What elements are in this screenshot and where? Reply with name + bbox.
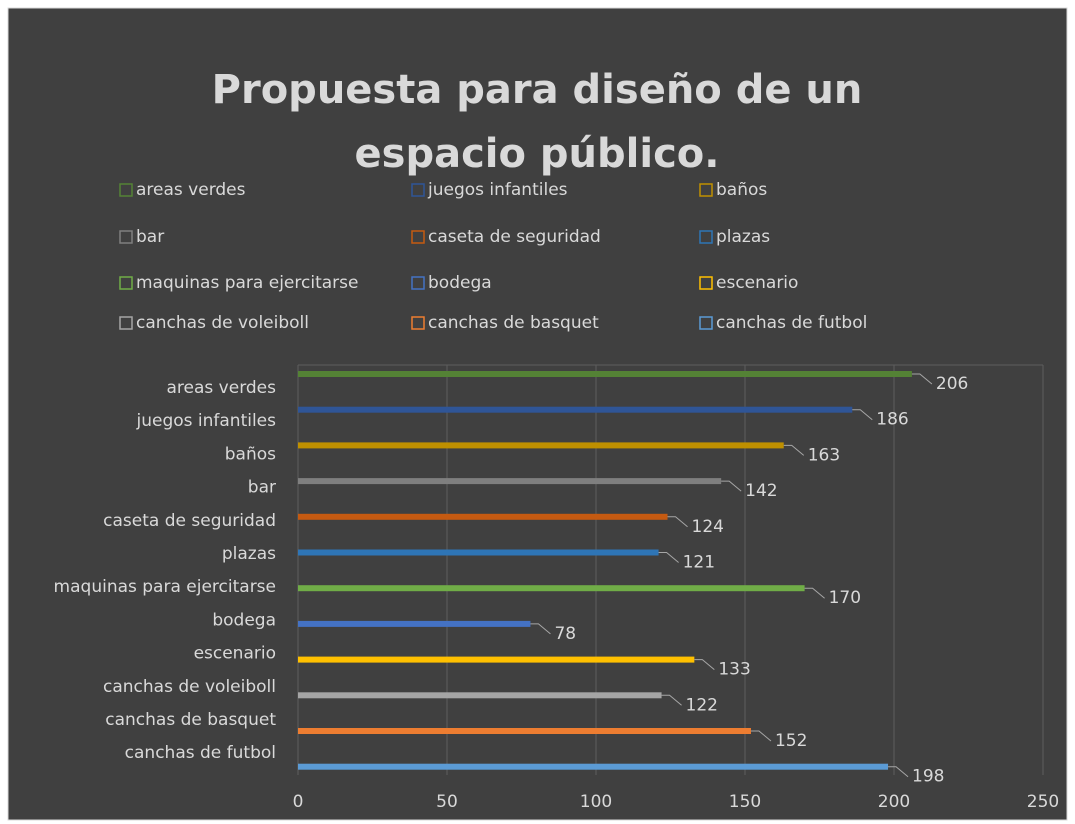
legend-swatch [119, 230, 133, 244]
legend-swatch [411, 230, 425, 244]
data-label: 122 [686, 695, 718, 715]
bar [298, 763, 889, 770]
legend-swatch [411, 276, 425, 290]
leader-line [750, 730, 772, 742]
legend-label: baños [716, 180, 767, 200]
y-tick-label: escenario [194, 644, 276, 664]
legend-swatch [119, 316, 133, 330]
y-tick-label: canchas de futbol [125, 743, 276, 763]
legend-label: maquinas para ejercitarse [136, 273, 358, 293]
data-label: 206 [936, 374, 968, 394]
legend-swatch [119, 183, 133, 197]
x-tick-label: 0 [293, 792, 304, 812]
legend-swatch [699, 183, 713, 197]
legend-label: canchas de basquet [428, 313, 599, 333]
chart-title: Propuesta para diseño de un espacio públ… [211, 67, 863, 177]
bar [298, 478, 722, 485]
legend-swatch [699, 276, 713, 290]
data-label: 163 [808, 445, 840, 465]
bar [298, 620, 531, 627]
legend-swatch [119, 276, 133, 290]
leader-line [530, 623, 551, 635]
legend-label: bar [136, 227, 164, 247]
bar [298, 549, 659, 556]
leader-line [694, 659, 715, 670]
data-label: 198 [912, 767, 944, 787]
data-label: 170 [829, 588, 861, 608]
leader-line [783, 444, 805, 456]
legend-swatch [411, 316, 425, 330]
leader-line [888, 766, 909, 778]
leader-line [658, 552, 679, 563]
data-label: 121 [683, 553, 715, 573]
leader-line [911, 373, 933, 385]
x-tick-label: 150 [729, 792, 761, 812]
x-tick-label: 50 [436, 792, 458, 812]
x-tick-label: 250 [1027, 792, 1059, 812]
data-label: 133 [718, 660, 750, 680]
y-tick-label: areas verdes [167, 378, 277, 398]
chart-bg [7, 7, 1068, 821]
bar [298, 728, 751, 734]
data-label: 78 [554, 624, 576, 644]
legend-swatch [411, 183, 425, 197]
legend-swatch [699, 316, 713, 330]
x-tick-label: 100 [580, 792, 612, 812]
leader-line [667, 516, 688, 528]
y-tick-label: maquinas para ejercitarse [54, 577, 276, 597]
bar [298, 442, 784, 449]
bar [298, 656, 695, 663]
legend-label: canchas de voleiboll [136, 313, 309, 333]
legend-swatch [699, 230, 713, 244]
leader-line [661, 694, 682, 706]
y-tick-label: bodega [212, 610, 276, 630]
legend-label: bodega [428, 273, 492, 293]
legend-label: caseta de seguridad [428, 227, 601, 247]
bar [298, 371, 912, 377]
legend-label: plazas [716, 227, 770, 247]
y-tick-label: baños [225, 444, 276, 464]
y-tick-label: bar [248, 478, 276, 498]
leader-line [804, 587, 825, 599]
y-tick-label: caseta de seguridad [103, 511, 276, 531]
y-tick-label: juegos infantiles [135, 411, 276, 431]
y-tick-label: plazas [222, 544, 276, 564]
legend-label: areas verdes [136, 180, 246, 200]
data-label: 186 [876, 410, 908, 430]
y-tick-label: canchas de voleiboll [103, 677, 276, 697]
bar [298, 513, 668, 520]
data-label: 142 [745, 481, 777, 501]
legend-label: canchas de futbol [716, 313, 867, 333]
legend-label: escenario [716, 273, 798, 293]
data-label: 152 [775, 731, 807, 751]
y-tick-label: canchas de basquet [105, 710, 276, 730]
legend-label: juegos infantiles [427, 180, 568, 200]
bar [298, 585, 805, 592]
leader-line [721, 480, 742, 492]
leader-line [852, 409, 873, 421]
data-label: 124 [692, 517, 724, 537]
x-tick-label: 200 [878, 792, 910, 812]
bar [298, 692, 662, 699]
bar [298, 406, 853, 413]
